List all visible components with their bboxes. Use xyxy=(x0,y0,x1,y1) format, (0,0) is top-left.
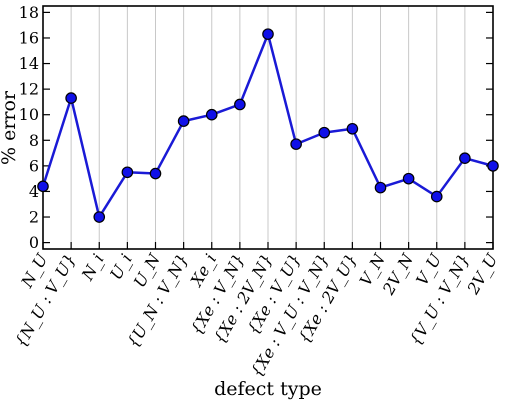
series-layer xyxy=(37,28,499,223)
y-tick-label: 6 xyxy=(29,156,39,175)
data-point xyxy=(93,211,106,223)
data-point xyxy=(262,28,274,40)
data-point xyxy=(430,190,443,203)
y-tick-label: 10 xyxy=(19,105,39,124)
y-axis-title: % error xyxy=(0,90,20,165)
data-point xyxy=(121,166,134,179)
x-tick-label: 2V_N xyxy=(378,250,417,299)
y-tick-label: 18 xyxy=(19,3,39,22)
x-tick-label: N_i xyxy=(77,251,108,285)
data-point xyxy=(346,122,359,135)
data-point xyxy=(290,138,302,150)
y-tick-label: 12 xyxy=(19,80,39,99)
data-point xyxy=(149,167,162,180)
data-point xyxy=(487,160,499,172)
x-axis: N_U{N_U : V_U}N_iU_iU_N{U_N : V_N}Xe_i{X… xyxy=(11,242,502,380)
data-point xyxy=(318,126,331,139)
data-point xyxy=(37,180,49,193)
data-point xyxy=(459,152,471,164)
data-point xyxy=(177,115,190,127)
data-point xyxy=(402,172,415,185)
data-point xyxy=(374,181,387,194)
x-tick-label: 2V_U xyxy=(463,250,502,298)
y-axis: 0 2 4 6 8 10 12 14 16 18 xyxy=(19,3,493,252)
y-tick-label: 0 xyxy=(29,233,39,252)
y-tick-label: 8 xyxy=(29,131,39,150)
x-axis-title: defect type xyxy=(214,378,322,400)
y-tick-label: 2 xyxy=(29,208,39,227)
y-tick-label: 14 xyxy=(19,54,39,73)
y-tick-label: 16 xyxy=(19,28,39,47)
y-tick-label: 4 xyxy=(29,182,39,201)
grid-layer xyxy=(70,6,466,249)
data-point xyxy=(205,108,218,121)
data-point xyxy=(234,98,246,111)
data-point xyxy=(65,92,77,104)
